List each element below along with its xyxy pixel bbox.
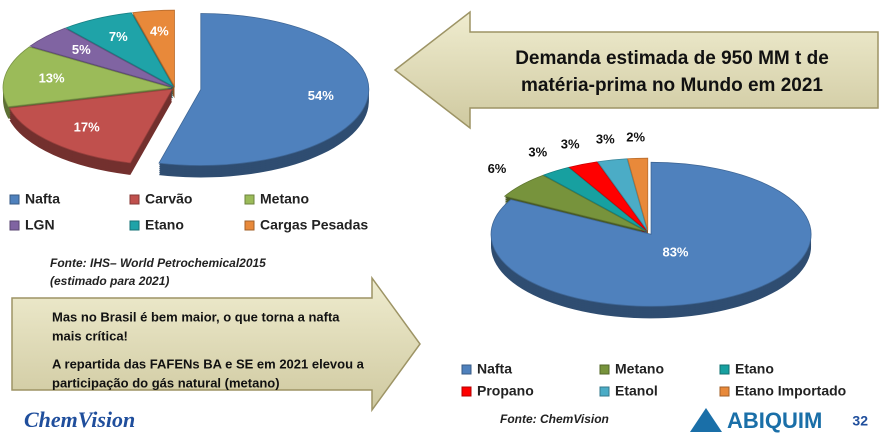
legend-label: Metano [615,361,664,377]
headline: Demanda estimada de 950 MM t de [515,48,829,69]
legend-label: LGN [25,217,55,233]
legend-swatch [244,194,255,205]
pie-slice [158,13,370,166]
legend-swatch [129,220,140,231]
source-note: Fonte: ChemVision [500,412,609,426]
pie-slice [8,88,173,164]
legend-label: Etano [735,361,774,377]
pie-slice [29,27,173,88]
legend-label: Propano [477,383,534,399]
slice-label: 3% [528,144,547,159]
legend-label: Carvão [145,191,192,207]
note: A repartida das FAFENs BA e SE em 2021 e… [52,356,365,371]
slice-label: 3% [596,131,615,146]
slice-label: 17% [74,119,100,134]
pie-slice [542,166,647,231]
slice-label: 83% [662,244,688,259]
pie-slice [596,158,648,231]
source-note: (estimado para 2021) [50,274,169,288]
abiquim-icon [690,408,722,432]
pie-slice [65,12,175,88]
legend-swatch [599,364,610,375]
pie-slice [2,46,172,108]
slice-label: 54% [308,88,334,103]
note: participação do gás natural (metano) [52,375,280,390]
note: Mas no Brasil é bem maior, o que torna a… [52,309,340,324]
note: mais crítica! [52,328,128,343]
source-note: Fonte: IHS– World Petrochemical2015 [50,256,266,270]
note-arrow [11,275,421,413]
pie-slice [627,157,649,231]
legend-swatch [244,220,255,231]
legend-swatch [9,220,20,231]
page-number: 32 [852,413,868,429]
slice-label: 6% [488,161,507,176]
slice-label: 3% [561,136,580,151]
headline: matéria-prima no Mundo em 2021 [521,75,823,96]
legend-label: Cargas Pesadas [260,217,368,233]
pie-slice [503,174,646,232]
pie-slice [490,161,812,307]
chemvision-logo: ChemVision [24,407,135,432]
legend-swatch [719,386,730,397]
legend-label: Nafta [477,361,512,377]
legend-label: Metano [260,191,309,207]
legend-label: Nafta [25,191,60,207]
legend-label: Etanol [615,383,658,399]
legend-swatch [129,194,140,205]
abiquim-logo: ABIQUIM [727,408,822,433]
slice-label: 4% [150,23,169,38]
legend-label: Etano [145,217,184,233]
legend-swatch [599,386,610,397]
slice-label: 7% [109,29,128,44]
legend-swatch [719,364,730,375]
pie-slice [132,9,175,88]
slice-label: 13% [39,71,65,86]
legend-swatch [9,194,20,205]
legend-swatch [461,364,472,375]
headline-arrow [393,10,879,130]
slice-label: 5% [72,42,91,57]
legend-swatch [461,386,472,397]
pie-slice [568,161,647,231]
slice-label: 2% [626,129,645,144]
legend-label: Etano Importado [735,383,846,399]
